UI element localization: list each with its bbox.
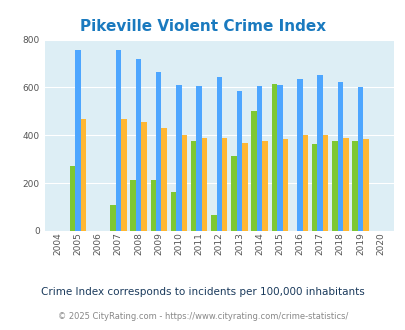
Bar [141, 122, 146, 231]
Bar [222, 138, 227, 231]
Bar [130, 180, 135, 231]
Bar [262, 141, 267, 231]
Bar [115, 50, 121, 231]
Bar [342, 138, 347, 231]
Bar [271, 84, 276, 231]
Bar [337, 82, 342, 231]
Bar [352, 141, 357, 231]
Bar [216, 77, 222, 231]
Bar [362, 139, 368, 231]
Bar [81, 119, 86, 231]
Bar [256, 85, 262, 231]
Bar [70, 166, 75, 231]
Text: Pikeville Violent Crime Index: Pikeville Violent Crime Index [80, 19, 325, 34]
Bar [190, 141, 196, 231]
Bar [296, 79, 302, 231]
Bar [211, 215, 216, 231]
Bar [317, 75, 322, 231]
Bar [282, 139, 287, 231]
Text: Crime Index corresponds to incidents per 100,000 inhabitants: Crime Index corresponds to incidents per… [41, 287, 364, 297]
Bar [231, 156, 236, 231]
Bar [311, 144, 317, 231]
Bar [135, 59, 141, 231]
Bar [236, 91, 241, 231]
Bar [241, 143, 247, 231]
Bar [170, 191, 176, 231]
Bar [156, 72, 161, 231]
Bar [75, 50, 81, 231]
Bar [150, 180, 156, 231]
Bar [251, 112, 256, 231]
Bar [121, 119, 126, 231]
Bar [276, 85, 282, 231]
Bar [176, 85, 181, 231]
Bar [181, 135, 187, 231]
Bar [357, 87, 362, 231]
Bar [110, 205, 115, 231]
Bar [161, 128, 166, 231]
Bar [302, 135, 307, 231]
Bar [201, 138, 207, 231]
Bar [331, 141, 337, 231]
Bar [322, 135, 328, 231]
Text: © 2025 CityRating.com - https://www.cityrating.com/crime-statistics/: © 2025 CityRating.com - https://www.city… [58, 312, 347, 321]
Bar [196, 85, 201, 231]
